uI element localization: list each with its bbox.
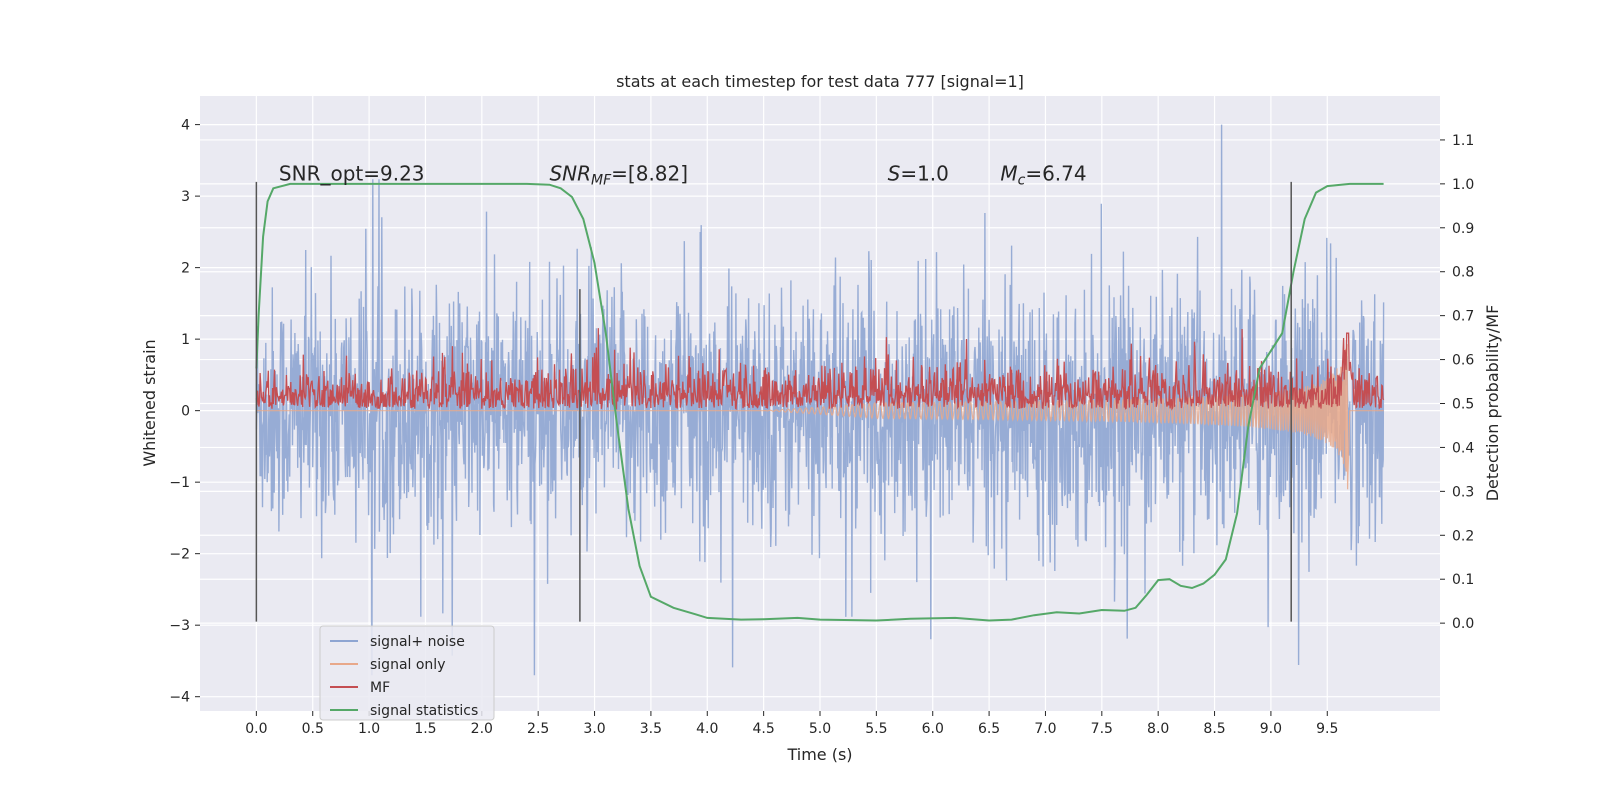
y2-tick-label: 1.0 [1452,177,1474,193]
x-tick-label: 2.0 [471,721,493,737]
annotation-value: =1.0 [900,162,949,186]
x-tick-label: 5.5 [865,721,887,737]
annotation-symbol: SNR [549,162,591,186]
legend-box [319,625,495,721]
x-tick-label: 6.0 [922,721,944,737]
y-ticks: −4 −3 −2 −1 0 1 2 3 4 [169,118,200,706]
x-ticks: 0.0 0.5 1.0 1.5 2.0 2.5 3.0 3.5 4.0 4.5 5.0 5.5 6.0 6… [245,711,1338,737]
x-tick-label: 3.5 [640,721,662,737]
legend-label: signal only [370,657,445,673]
x-tick-label: 4.5 [753,721,775,737]
x-tick-label: 0.5 [302,721,324,737]
y-tick-label: −1 [169,475,190,491]
legend-label: signal+ noise [370,634,465,650]
series-mf [255,328,1385,411]
annotation-symbol: M [1000,162,1017,186]
x-tick-label: 9.5 [1316,721,1338,737]
y-tick-label: 2 [181,261,190,277]
y-tick-label: −3 [169,618,190,634]
y2-tick-label: 0.0 [1452,616,1474,632]
series-signal-statistics [255,182,1384,622]
y-tick-label: 3 [181,189,190,205]
x-tick-label: 8.5 [1203,721,1225,737]
y2-axis-label: Detection probability/MF [1483,305,1502,502]
annotations: SNR_opt=9.23 SNRMF=[8.82] S=1.0 Mc=6.74 [279,162,1087,189]
x-tick-label: 2.5 [527,721,549,737]
y-tick-label: −4 [169,690,190,706]
legend: signal+ noise signal only MF signal statist… [319,625,495,721]
x-tick-label: 7.0 [1034,721,1056,737]
x-tick-label: 5.0 [809,721,831,737]
annotation: SNR_opt=9.23 [279,162,425,186]
annotation-symbol: S [888,162,901,186]
y2-tick-label: 0.4 [1452,440,1474,456]
y2-tick-label: 0.1 [1452,572,1474,588]
y2-tick-label: 0.3 [1452,484,1474,500]
x-axis-label: Time (s) [786,745,852,764]
y2-ticks: 0.0 0.1 0.2 0.3 0.4 0.5 0.6 0.7 0.8 0.9 1.0 1.1 [1440,133,1474,632]
y-tick-label: −2 [169,547,190,563]
y2-tick-label: 0.6 [1452,353,1474,369]
annotation: S=1.0 [888,162,949,186]
traces [255,124,1385,676]
x-tick-label: 9.0 [1260,721,1282,737]
annotation-subscript: MF [591,173,612,189]
legend-label: signal statistics [370,703,478,719]
y2-tick-label: 0.7 [1452,309,1474,325]
y2-tick-label: 0.2 [1452,528,1474,544]
x-tick-label: 8.0 [1147,721,1169,737]
y-tick-label: 4 [181,118,190,134]
legend-label: MF [370,680,390,696]
x-tick-label: 0.0 [245,721,267,737]
annotation-value: =6.74 [1025,162,1086,186]
y-axis-label: Whitened strain [140,339,159,466]
annotation-value: =[8.82] [611,162,688,186]
y2-tick-label: 0.5 [1452,397,1474,413]
vertical-markers [255,181,1292,622]
x-tick-label: 3.0 [583,721,605,737]
x-tick-label: 1.5 [414,721,436,737]
annotation: SNRMF=[8.82] [549,162,688,189]
y2-tick-label: 0.8 [1452,265,1474,281]
annotation: Mc=6.74 [1000,162,1086,189]
annotation-subscript: c [1018,173,1026,189]
y-tick-label: 1 [181,332,190,348]
y2-tick-label: 1.1 [1452,133,1474,149]
x-tick-label: 4.0 [696,721,718,737]
y-tick-label: 0 [181,404,190,420]
x-tick-label: 7.5 [1091,721,1113,737]
x-tick-label: 6.5 [978,721,1000,737]
chart-title: stats at each timestep for test data 777… [616,72,1024,91]
y2-tick-label: 0.9 [1452,221,1474,237]
x-tick-label: 1.0 [358,721,380,737]
